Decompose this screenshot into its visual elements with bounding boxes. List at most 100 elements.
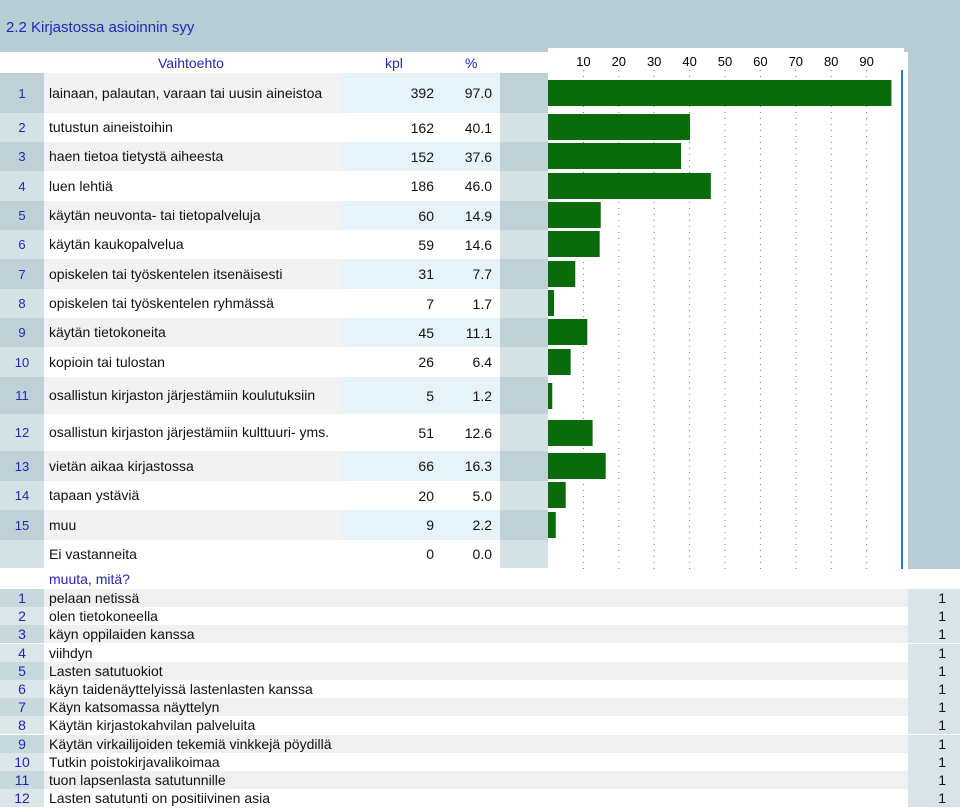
row-percent: 12.6 xyxy=(440,414,500,451)
other-answer-row: 11 tuon lapsenlasta satutunnille 1 xyxy=(0,771,960,789)
row-spacer xyxy=(500,318,548,347)
other-answer-text: Käytän virkailijoiden tekemiä vinkkejä p… xyxy=(49,735,332,752)
x-tick-label: 50 xyxy=(718,54,732,69)
row-number: 4 xyxy=(0,171,44,201)
row-spacer xyxy=(500,377,548,414)
row-spacer xyxy=(500,414,548,451)
row-percent: 37.6 xyxy=(440,142,500,171)
row-label: käytän tietokoneita xyxy=(44,318,342,347)
other-answer-row: 9 Käytän virkailijoiden tekemiä vinkkejä … xyxy=(0,734,960,753)
table-row: 14 tapaan ystäviä 20 5.0 xyxy=(0,481,548,510)
row-number: 9 xyxy=(0,318,44,347)
other-answer-text: Tutkin poistokirjavalikoimaa xyxy=(49,753,220,770)
row-number: 5 xyxy=(0,201,44,230)
other-answer-text: olen tietokoneella xyxy=(49,608,158,625)
table-row: 7 opiskelen tai työskentelen itsenäisesti… xyxy=(0,259,548,289)
other-answer-number: 9 xyxy=(0,734,44,753)
row-count: 186 xyxy=(342,171,440,201)
row-spacer xyxy=(500,259,548,289)
table-row: 12 osallistun kirjaston järjestämiin kult… xyxy=(0,414,548,451)
row-percent: 6.4 xyxy=(440,347,500,377)
row-number: 3 xyxy=(0,142,44,171)
table-row: 5 käytän neuvonta- tai tietopalveluja 60 14… xyxy=(0,201,548,230)
other-answer-number: 2 xyxy=(0,607,44,626)
other-answer-count: 1 xyxy=(908,607,960,626)
header-option: Vaihtoehto xyxy=(158,55,224,71)
row-label: luen lehtiä xyxy=(44,171,342,201)
page-title: 2.2 Kirjastossa asioinnin syy xyxy=(6,19,195,36)
other-answer-text: Käyn katsomassa näyttelyn xyxy=(49,699,220,716)
row-percent: 0.0 xyxy=(440,540,500,568)
table-row: 8 opiskelen tai työskentelen ryhmässä 7 1.7 xyxy=(0,289,548,318)
other-answer-text: viihdyn xyxy=(49,644,93,661)
other-answer-number: 12 xyxy=(0,789,44,808)
other-answer-count: 1 xyxy=(908,625,960,644)
bar xyxy=(548,420,593,446)
bar xyxy=(548,512,556,538)
other-answer-count: 1 xyxy=(908,589,960,607)
row-label: käytän neuvonta- tai tietopalveluja xyxy=(44,201,342,230)
bar xyxy=(548,290,555,316)
other-answer-number: 10 xyxy=(0,752,44,771)
row-percent: 5.0 xyxy=(440,481,500,510)
row-number: 13 xyxy=(0,451,44,481)
row-spacer xyxy=(500,142,548,171)
right-edge-band xyxy=(908,44,960,569)
row-number: 12 xyxy=(0,414,44,451)
row-label: vietän aikaa kirjastossa xyxy=(44,451,342,481)
row-percent: 14.6 xyxy=(440,230,500,259)
other-answer-row: 3 käyn oppilaiden kanssa 1 xyxy=(0,625,960,644)
row-label: osallistun kirjaston järjestämiin kulttu… xyxy=(44,414,342,451)
other-answer-count: 1 xyxy=(908,680,960,698)
bar xyxy=(548,261,576,287)
row-count: 59 xyxy=(342,230,440,259)
table-row: Ei vastanneita 0 0.0 xyxy=(0,540,548,568)
row-percent: 2.2 xyxy=(440,510,500,540)
row-number: 7 xyxy=(0,259,44,289)
bar xyxy=(548,114,690,140)
bar xyxy=(548,173,711,199)
row-percent: 1.2 xyxy=(440,377,500,414)
other-answer-row: 8 Käytän kirjastokahvilan palveluita 1 xyxy=(0,716,960,735)
row-count: 0 xyxy=(342,540,440,568)
x-tick-label: 20 xyxy=(612,54,626,69)
other-heading: muuta, mitä? xyxy=(49,571,130,587)
other-answer-row: 10 Tutkin poistokirjavalikoimaa 1 xyxy=(0,752,960,771)
other-answer-count: 1 xyxy=(908,752,960,771)
other-answer-count: 1 xyxy=(908,716,960,735)
row-count: 5 xyxy=(342,377,440,414)
row-count: 66 xyxy=(342,451,440,481)
row-number: 1 xyxy=(0,73,44,113)
x-tick-label: 10 xyxy=(576,54,590,69)
other-answer-number: 4 xyxy=(0,643,44,662)
row-percent: 40.1 xyxy=(440,113,500,142)
other-answer-number: 1 xyxy=(0,589,44,607)
x-tick-label: 60 xyxy=(753,54,767,69)
other-answer-text: Lasten satutuokiot xyxy=(49,662,163,679)
row-label: kopioin tai tulostan xyxy=(44,347,342,377)
row-percent: 16.3 xyxy=(440,451,500,481)
bar xyxy=(548,453,606,479)
x-tick-label: 70 xyxy=(789,54,803,69)
row-number: 15 xyxy=(0,510,44,540)
row-count: 45 xyxy=(342,318,440,347)
table-row: 3 haen tietoa tietystä aiheesta 152 37.6 xyxy=(0,142,548,171)
row-spacer xyxy=(500,230,548,259)
row-count: 7 xyxy=(342,289,440,318)
x-tick-label: 30 xyxy=(647,54,661,69)
other-answer-row: 4 viihdyn 1 xyxy=(0,643,960,662)
bar xyxy=(548,80,892,106)
other-answer-number: 7 xyxy=(0,698,44,717)
row-label: haen tietoa tietystä aiheesta xyxy=(44,142,342,171)
table-row: 1 lainaan, palautan, varaan tai uusin ain… xyxy=(0,73,548,113)
other-answer-row: 7 Käyn katsomassa näyttelyn 1 xyxy=(0,698,960,717)
other-answer-text: tuon lapsenlasta satutunnille xyxy=(49,772,226,788)
row-spacer xyxy=(500,289,548,318)
row-spacer xyxy=(500,540,548,568)
row-spacer xyxy=(500,201,548,230)
row-count: 20 xyxy=(342,481,440,510)
row-label: tutustun aineistoihin xyxy=(44,113,342,142)
row-count: 31 xyxy=(342,259,440,289)
row-number: 8 xyxy=(0,289,44,318)
other-answer-count: 1 xyxy=(908,698,960,717)
